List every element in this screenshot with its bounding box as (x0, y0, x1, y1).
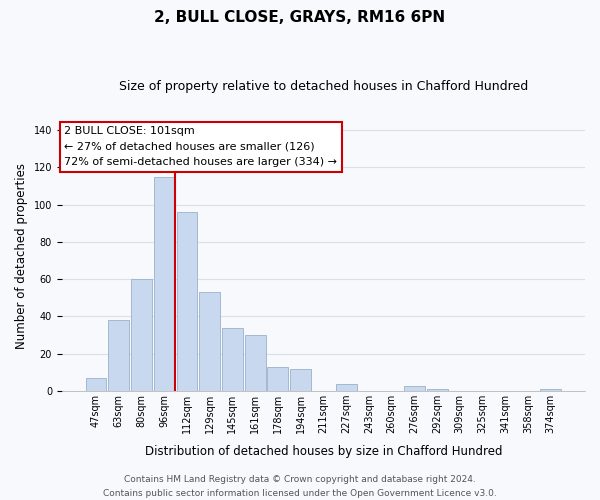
X-axis label: Distribution of detached houses by size in Chafford Hundred: Distribution of detached houses by size … (145, 444, 502, 458)
Bar (176, 212, 197, 391)
Bar (404, 386, 425, 391)
Title: Size of property relative to detached houses in Chafford Hundred: Size of property relative to detached ho… (119, 80, 528, 93)
Bar (131, 279, 152, 391)
Bar (222, 328, 243, 391)
Bar (245, 335, 266, 391)
Bar (335, 384, 356, 391)
Bar (427, 389, 448, 391)
Bar (290, 368, 311, 391)
Text: 2 BULL CLOSE: 101sqm
← 27% of detached houses are smaller (126)
72% of semi-deta: 2 BULL CLOSE: 101sqm ← 27% of detached h… (64, 126, 337, 167)
Bar (199, 292, 220, 391)
Bar (540, 389, 561, 391)
Text: Contains HM Land Registry data © Crown copyright and database right 2024.
Contai: Contains HM Land Registry data © Crown c… (103, 476, 497, 498)
Y-axis label: Number of detached properties: Number of detached properties (15, 163, 28, 349)
Bar (154, 176, 175, 391)
Bar (268, 367, 289, 391)
Bar (108, 320, 129, 391)
Bar (86, 378, 106, 391)
Text: 2, BULL CLOSE, GRAYS, RM16 6PN: 2, BULL CLOSE, GRAYS, RM16 6PN (154, 10, 446, 25)
